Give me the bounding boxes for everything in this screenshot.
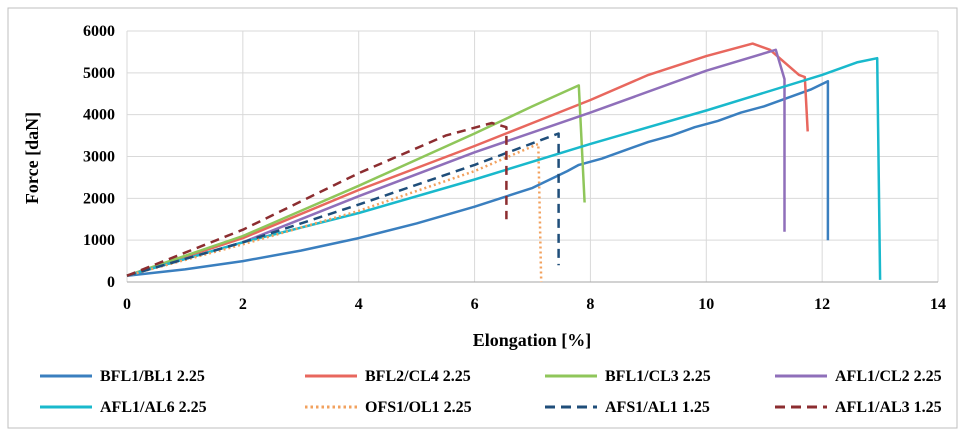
legend-item: BFL1/CL3 2.25 [545,368,711,385]
legend-item: BFL1/BL1 2.25 [40,368,205,385]
legend-label: AFS1/AL1 1.25 [605,399,710,416]
x-tick-label: 6 [471,296,479,313]
legend-label: BFL2/CL4 2.25 [365,368,471,385]
series-lines [126,42,882,283]
legend-item: OFS1/OL1 2.25 [305,399,472,416]
series-line-afl1-cl2-2-25 [126,48,786,277]
x-tick-label: 2 [239,296,247,313]
legend-label: AFL1/CL2 2.25 [835,368,942,385]
y-tick-label: 4000 [83,107,115,124]
legend: BFL1/BL1 2.25 BFL2/CL4 2.25 BFL1/CL3 2.25 A… [40,368,942,416]
y-axis-title: Force [daN] [22,112,42,204]
x-tick-label: 8 [586,296,594,313]
series-line-bfl1-cl3-2-25 [126,84,586,277]
y-tick-label: 1000 [83,232,115,249]
y-tick-label: 2000 [83,190,115,207]
chart-border [7,7,958,429]
y-tick-label: 3000 [83,149,115,166]
legend-label: BFL1/CL3 2.25 [605,368,711,385]
x-tick-label: 10 [698,296,714,313]
tick-labels: 0 1000 2000 3000 4000 5000 6000 0 2 4 6 8 10 12 14 [83,23,946,313]
series-line-bfl2-cl4-2-25 [126,42,809,277]
legend-item: AFL1/CL2 2.25 [775,368,942,385]
legend-item: BFL2/CL4 2.25 [305,368,471,385]
legend-item: AFL1/AL3 1.25 [775,399,942,416]
series-line-afl1-al3-1-25 [126,121,508,277]
x-tick-label: 0 [123,296,131,313]
x-tick-label: 14 [930,296,946,313]
series-line-afs1-al1-1-25 [126,132,560,277]
legend-label: AFL1/AL3 1.25 [835,399,942,416]
legend-label: OFS1/OL1 2.25 [365,399,472,416]
series-line-bfl1-bl1-2-25 [126,79,830,277]
y-tick-label: 6000 [83,23,115,40]
x-axis-title: Elongation [%] [473,330,592,350]
gridlines [126,30,939,283]
legend-label: AFL1/AL6 2.25 [100,399,207,416]
x-tick-label: 4 [355,296,363,313]
legend-item: AFL1/AL6 2.25 [40,399,207,416]
legend-item: AFS1/AL1 1.25 [545,399,710,416]
series-line-ofs1-ol1-2-25 [126,142,543,283]
x-tick-label: 12 [814,296,830,313]
y-tick-label: 0 [107,274,115,291]
legend-label: BFL1/BL1 2.25 [100,368,205,385]
y-tick-label: 5000 [83,65,115,82]
